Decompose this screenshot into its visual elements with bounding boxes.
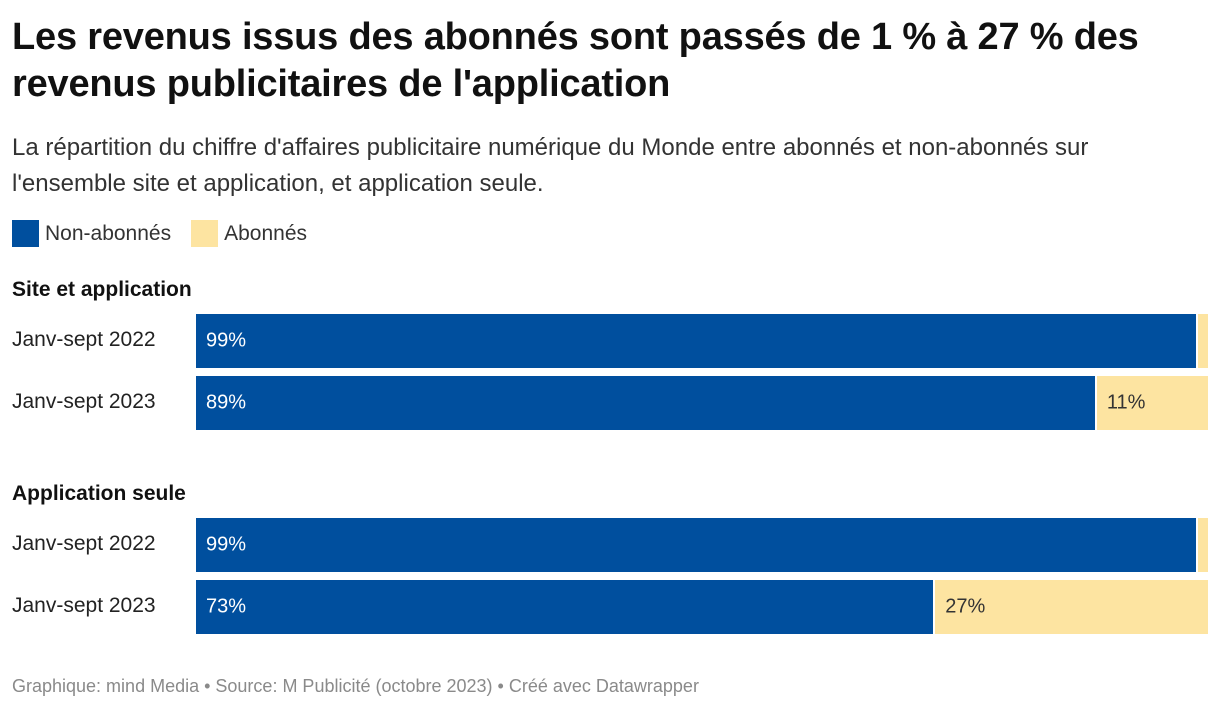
legend-item-non-abonnes: Non-abonnés [12,220,171,247]
data-label: 99% [206,329,247,352]
bar-row: 89% 11% [196,376,1208,430]
chart-subtitle: La répartition du chiffre d'affaires pub… [12,134,1089,197]
legend: Non-abonnés Abonnés [12,220,327,247]
bar-segment-abonnes [1197,518,1208,572]
data-label: 89% [206,391,247,414]
legend-label-non-abonnes: Non-abonnés [45,221,172,245]
bar-segment-non-abonnes: 89% [196,376,1095,430]
bar-row: 73% 27% [196,580,1208,634]
bar-row: 99% [196,314,1208,368]
legend-swatch-non-abonnes [12,220,39,247]
row-label: Janv-sept 2023 [12,390,156,413]
row-label: Janv-sept 2022 [12,328,156,351]
legend-swatch-abonnes [191,220,219,247]
data-label: 99% [206,533,247,556]
group-title: Site et application [12,278,192,301]
bar-segment-abonnes: 11% [1096,376,1208,430]
chart-footer: Graphique: mind Media • Source: M Public… [12,676,699,696]
bar-segment-abonnes [1197,314,1208,368]
data-label: 27% [945,595,986,618]
data-label: 73% [206,595,247,618]
data-label: 11% [1106,391,1146,414]
bar-segment-abonnes: 27% [935,580,1208,634]
row-label: Janv-sept 2023 [12,594,156,617]
row-label: Janv-sept 2022 [12,532,156,555]
chart-title: Les revenus issus des abonnés sont passé… [12,16,1139,105]
bar-segment-non-abonnes: 73% [196,580,934,634]
bar-segment-non-abonnes: 99% [196,314,1196,368]
group-title: Application seule [12,482,186,505]
legend-label-abonnes: Abonnés [224,221,307,245]
legend-item-abonnes: Abonnés [191,220,307,247]
bar-segment-non-abonnes: 99% [196,518,1196,572]
bar-row: 99% [196,518,1208,572]
